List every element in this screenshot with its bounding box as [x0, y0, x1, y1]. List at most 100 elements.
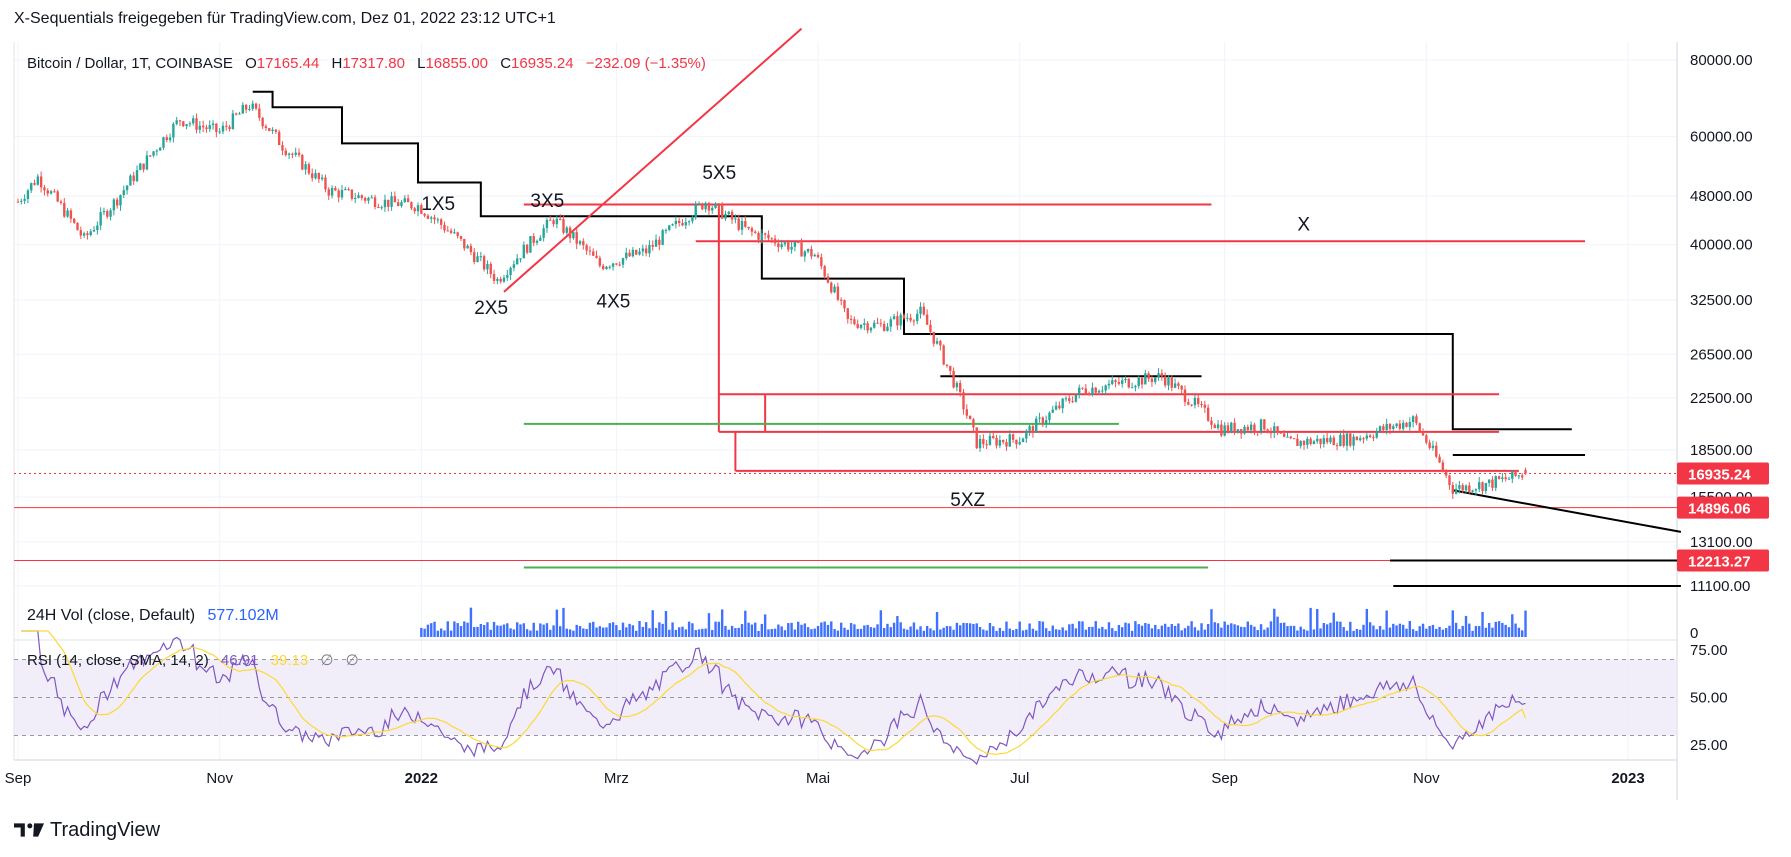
- candle-body: [1220, 424, 1223, 436]
- candle-body: [522, 244, 526, 259]
- candle-body: [509, 267, 512, 276]
- volume-bar: [697, 629, 701, 637]
- volume-bar: [1263, 629, 1266, 637]
- volume-bar: [747, 622, 750, 637]
- tradingview-logo-icon: [14, 823, 44, 837]
- candle-body: [1511, 470, 1514, 479]
- volume-bar: [568, 629, 572, 637]
- candle-body: [664, 229, 668, 231]
- rsi-extra-1: ∅: [320, 652, 333, 669]
- volume-bar: [1332, 612, 1335, 637]
- volume-bar: [1134, 621, 1137, 637]
- volume-bar: [1259, 624, 1263, 637]
- candle-body: [1345, 433, 1349, 446]
- volume-bar: [506, 623, 509, 637]
- candle-body: [760, 233, 764, 240]
- candle-body: [244, 104, 248, 110]
- volume-bar: [806, 627, 810, 637]
- candle-body: [1051, 409, 1054, 413]
- candle-body: [218, 131, 221, 133]
- candle-body: [106, 211, 109, 217]
- candle-body: [1468, 485, 1471, 492]
- volume-bar: [1144, 623, 1147, 637]
- candle-body: [1392, 426, 1395, 429]
- volume-bar: [995, 630, 998, 637]
- candle-body: [188, 123, 192, 125]
- volume-bar: [1087, 626, 1091, 637]
- volume-bar: [859, 628, 863, 637]
- volume-bar: [1355, 629, 1359, 637]
- candle-body: [287, 153, 291, 155]
- candle-body: [139, 163, 142, 171]
- volume-bar: [1276, 616, 1279, 637]
- candle-body: [1421, 431, 1425, 436]
- candle-body: [773, 238, 777, 244]
- volume-bar: [694, 630, 697, 637]
- candle-body: [988, 436, 992, 446]
- time-tick-label: Sep: [5, 770, 32, 787]
- candle-body: [1025, 430, 1028, 439]
- volume-bar: [499, 625, 502, 637]
- candle-body: [1441, 462, 1445, 471]
- candle-body: [750, 228, 754, 232]
- volume-bar: [1025, 629, 1028, 637]
- tradingview-logo[interactable]: TradingView: [14, 818, 160, 842]
- volume-bar: [453, 621, 456, 637]
- price-tick-label: 80000.00: [1690, 52, 1753, 69]
- low-value: 16855.00: [425, 55, 488, 72]
- candle-body: [377, 206, 380, 208]
- volume-bar: [1061, 627, 1064, 637]
- volume-bar: [1001, 630, 1005, 637]
- price-label-box: [1677, 496, 1769, 519]
- volume-bar: [1431, 624, 1435, 637]
- volume-bar: [925, 626, 929, 637]
- volume-bar: [668, 629, 671, 637]
- volume-bar: [1507, 627, 1511, 637]
- candle-body: [896, 316, 899, 326]
- candle-body: [638, 251, 641, 255]
- volume-bar: [651, 610, 654, 637]
- annotation-1x5: 1X5: [421, 194, 455, 215]
- candle-body: [978, 438, 982, 449]
- candle-body: [59, 201, 63, 203]
- time-axis: Sep Nov 2022 Mrz Mai Jul Sep Nov 2023: [5, 770, 1645, 787]
- volume-bar: [866, 624, 869, 637]
- volume-bar: [489, 629, 492, 637]
- candle-body: [793, 241, 797, 247]
- candle-body: [1170, 377, 1173, 388]
- candle-body: [1167, 377, 1170, 386]
- candle-body: [337, 190, 340, 198]
- candle-body: [1140, 377, 1144, 385]
- volume-bar: [1015, 628, 1018, 637]
- volume-bar: [820, 622, 823, 637]
- candle-body: [496, 278, 499, 281]
- volume-bar: [671, 622, 674, 637]
- volume-bar: [1011, 630, 1015, 637]
- annotation-2x5: 2X5: [474, 298, 508, 319]
- candle-body: [363, 197, 367, 201]
- candle-body: [211, 123, 215, 126]
- candle-body: [327, 189, 330, 196]
- volume-bar: [945, 626, 949, 637]
- volume-bar: [618, 630, 621, 637]
- volume-bar: [873, 627, 876, 637]
- volume-bar: [532, 622, 535, 637]
- candle-body: [691, 217, 694, 222]
- volume-bar: [1180, 630, 1183, 637]
- candle-body: [277, 131, 281, 146]
- candle-body: [1226, 425, 1230, 432]
- volume-bar: [1203, 629, 1207, 637]
- candle-body: [1223, 425, 1226, 436]
- volume-bar: [542, 624, 545, 637]
- candle-body: [1497, 476, 1501, 479]
- time-tick-label: Mai: [806, 770, 830, 787]
- candle-body: [853, 319, 856, 325]
- candle-body: [1494, 476, 1497, 488]
- volume-bar: [1352, 630, 1355, 637]
- candle-body: [658, 239, 661, 245]
- candle-body: [661, 230, 664, 245]
- volume-bar: [1097, 628, 1101, 637]
- candle-body: [215, 123, 218, 132]
- volume-bar: [906, 629, 909, 637]
